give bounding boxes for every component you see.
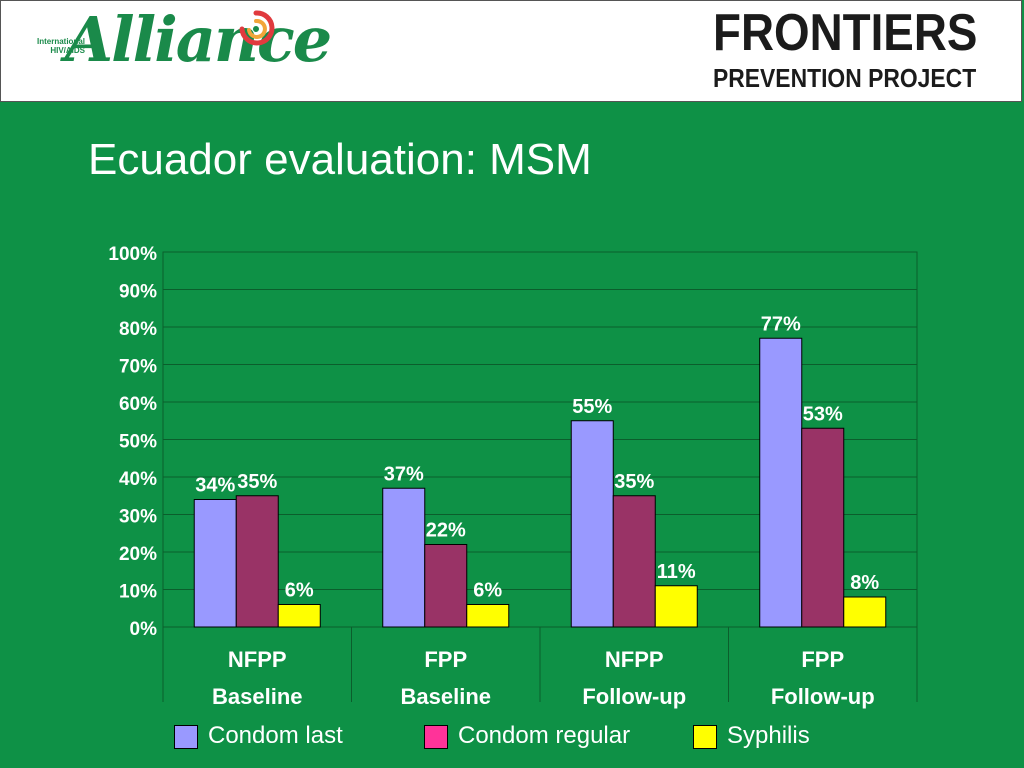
x-category-label: Baseline: [212, 684, 303, 709]
bar: [843, 596, 887, 628]
x-category-label: NFPP: [605, 647, 664, 672]
y-tick-label: 50%: [119, 432, 157, 453]
bar: [235, 495, 279, 628]
x-category-label: Follow-up: [582, 684, 686, 709]
legend-swatch-condom-last: [174, 725, 198, 749]
bar: [382, 487, 426, 628]
alliance-small-line-1: International: [36, 37, 85, 46]
bar: [570, 420, 614, 628]
legend-label-condom-regular: Condom regular: [458, 722, 631, 749]
data-label: 35%: [237, 471, 277, 493]
alliance-logo: Alliance: [65, 3, 332, 76]
y-tick-label: 90%: [119, 282, 157, 303]
y-tick-label: 100%: [108, 244, 157, 265]
data-label: 6%: [285, 580, 314, 602]
bar: [759, 337, 803, 628]
x-category-label: FPP: [801, 647, 844, 672]
frontiers-logo: FRONTIERS: [713, 4, 978, 62]
bar: [612, 495, 656, 628]
x-category-label: Follow-up: [771, 684, 875, 709]
data-label: 35%: [614, 471, 654, 493]
data-label: 37%: [384, 463, 424, 485]
bar: [424, 544, 468, 628]
y-tick-label: 0%: [130, 619, 158, 640]
alliance-small-text: International HIV/AIDS: [25, 37, 85, 55]
bar: [277, 604, 321, 628]
x-category-label: NFPP: [228, 647, 287, 672]
bar: [801, 427, 845, 628]
legend-swatch-condom-regular: [424, 725, 448, 749]
y-tick-label: 40%: [119, 469, 157, 490]
data-label: 53%: [803, 403, 843, 425]
y-tick-label: 80%: [119, 319, 157, 340]
data-label: 6%: [473, 580, 502, 602]
y-tick-label: 10%: [119, 582, 157, 603]
alliance-swirl-icon: [239, 10, 275, 46]
frontiers-subtitle: PREVENTION PROJECT: [713, 63, 977, 93]
slide-title: Ecuador evaluation: MSM: [88, 135, 592, 184]
data-label: 34%: [195, 475, 235, 497]
bar: [466, 604, 510, 628]
y-tick-label: 20%: [119, 544, 157, 565]
legend-label-syphilis: Syphilis: [727, 722, 810, 749]
data-label: 8%: [850, 572, 879, 594]
x-category-label: FPP: [424, 647, 467, 672]
bar: [193, 499, 237, 628]
y-tick-label: 60%: [119, 394, 157, 415]
x-category-label: Baseline: [401, 684, 492, 709]
data-label: 77%: [761, 313, 801, 335]
logo-header: International HIV/AIDS Alliance FRONTIER…: [0, 0, 1022, 102]
bar: [654, 585, 698, 628]
data-label: 55%: [572, 396, 612, 418]
legend-label-condom-last: Condom last: [208, 722, 343, 749]
legend-swatch-syphilis: [693, 725, 717, 749]
alliance-small-line-2: HIV/AIDS: [50, 46, 85, 55]
data-label: 11%: [657, 561, 696, 583]
y-tick-label: 70%: [119, 357, 157, 378]
y-tick-label: 30%: [119, 507, 157, 528]
data-label: 22%: [426, 520, 466, 542]
